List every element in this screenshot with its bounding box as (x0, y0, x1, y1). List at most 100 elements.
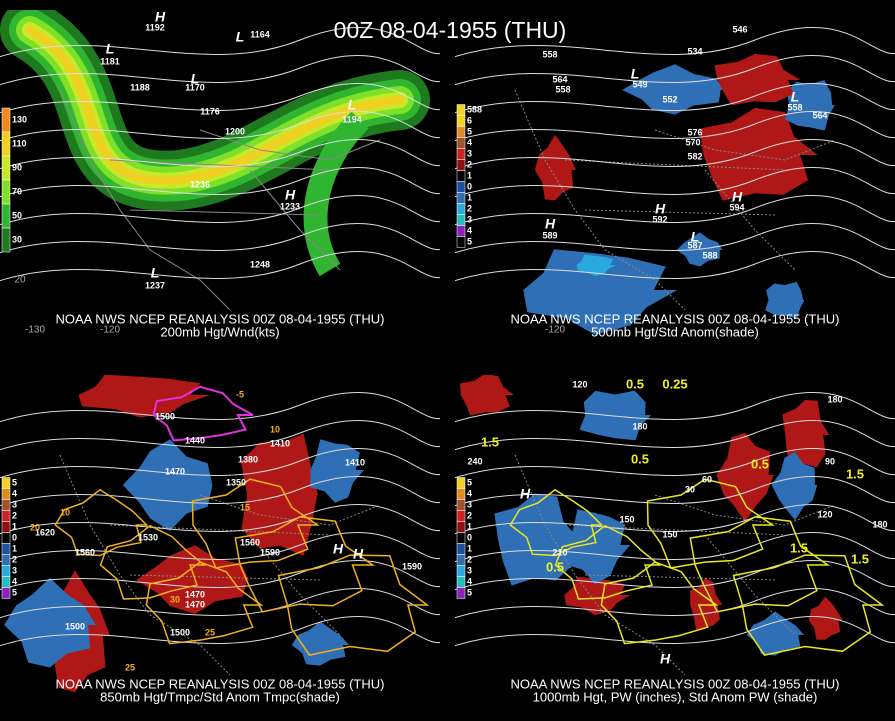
scale-label: 5 (467, 587, 472, 597)
height-contour (455, 195, 895, 226)
scale-box (1, 227, 11, 253)
contour-label: 15 (240, 502, 250, 512)
pressure-center: H (285, 187, 296, 203)
height-contour (455, 616, 895, 647)
pressure-center: H (655, 201, 666, 217)
scale-box (1, 107, 11, 133)
contour-label: 10 (270, 424, 280, 434)
anomaly-shade (690, 577, 723, 631)
pw-contour (554, 524, 662, 600)
scale-box (456, 488, 466, 500)
contour-label: 1.5 (846, 466, 864, 481)
pressure-center: L (348, 97, 357, 113)
scale-box (456, 587, 466, 599)
pressure-center: H (545, 216, 556, 232)
scale-label: 5 (12, 477, 17, 487)
scale-label: 30 (12, 234, 22, 244)
anomaly-shade (291, 621, 349, 666)
anomaly-shade (808, 596, 843, 640)
contour-label: 30 (170, 594, 180, 604)
scale-box (1, 488, 11, 500)
temperature-contour (234, 516, 376, 613)
longitude-label: -130 (25, 325, 45, 336)
contour-label: 1192 (145, 22, 165, 32)
height-contour (0, 139, 440, 170)
contour-label: 0.5 (631, 451, 649, 466)
anomaly-shade (699, 107, 818, 201)
height-contour (0, 55, 440, 86)
pressure-center: H (333, 541, 344, 557)
contour-label: 25 (125, 662, 135, 672)
scale-label: 130 (12, 114, 27, 124)
scale-label: 4 (467, 137, 472, 147)
scale-box (1, 477, 11, 489)
contour-label: 1620 (35, 527, 55, 537)
contour-label: 1350 (226, 477, 246, 487)
height-contour (0, 27, 440, 58)
pw-contour (732, 554, 885, 656)
contour-label: 587 (687, 240, 702, 250)
scale-label: 2 (467, 554, 472, 564)
pressure-center: L (151, 265, 160, 281)
temperature-contour (54, 488, 149, 557)
contour-label: 1440 (185, 435, 205, 445)
contour-label: 1470 (185, 599, 205, 609)
scale-label: 2 (467, 159, 472, 169)
scale-label: 6 (467, 115, 472, 125)
scale-label: 3 (467, 214, 472, 224)
anomaly-shade (771, 452, 818, 521)
height-contour (0, 223, 440, 254)
scale-box (456, 543, 466, 555)
scale-label: 4 (467, 488, 472, 498)
contour-label: 592 (652, 214, 667, 224)
pw-contour (509, 488, 604, 557)
scale-label: 5 (467, 477, 472, 487)
contour-label: 1590 (260, 547, 280, 557)
height-contour (455, 27, 895, 58)
contour-label: 20 (30, 522, 40, 532)
contour-label: 1.5 (790, 540, 808, 555)
pw-contour (646, 478, 775, 569)
anomaly-shade (122, 439, 213, 531)
contour-label: 549 (632, 79, 647, 89)
scale-label: 4 (12, 488, 17, 498)
contour-label: 582 (687, 151, 702, 161)
contour-label: 180 (632, 421, 647, 431)
scale-label: 3 (12, 565, 17, 575)
contour-label: 1.5 (851, 551, 869, 566)
anomaly-shade (4, 577, 96, 668)
scale-label: 3 (12, 499, 17, 509)
contour-label: 1470 (165, 466, 185, 476)
panel-caption: NOAA NWS NCEP REANALYSIS 00Z 08-04-1955 … (56, 311, 385, 326)
height-contour (455, 588, 895, 619)
longitude-label: 20 (14, 275, 26, 286)
height-contour (0, 560, 440, 591)
contour-label: 150 (662, 529, 677, 539)
contour-label: 1410 (270, 438, 290, 448)
anomaly-shade (460, 375, 514, 416)
coastline (59, 89, 381, 311)
panel-caption: 500mb Hgt/Std Anom(shade) (591, 324, 759, 339)
scale-label: 2 (12, 510, 17, 520)
scale-label: 1 (467, 521, 472, 531)
contour-label: 546 (732, 24, 747, 34)
panel-clip (455, 375, 895, 705)
contour-label: 60 (702, 474, 712, 484)
height-contour (455, 560, 895, 591)
scale-label: 1 (12, 543, 17, 553)
height-contour (0, 448, 440, 479)
scale-box (456, 225, 466, 237)
scale-label: 0 (467, 532, 472, 542)
contour-label: 564 (552, 74, 567, 84)
contour-label: 570 (685, 137, 700, 147)
contour-label: 1233 (280, 201, 300, 211)
pressure-center: H (732, 189, 743, 205)
pressure-center: H (660, 651, 671, 667)
pressure-center: H (353, 546, 364, 562)
contour-label: 0.5 (626, 376, 644, 391)
contour-label: 25 (205, 627, 215, 637)
contour-label: 120 (817, 509, 832, 519)
scale-box (1, 179, 11, 205)
temperature-contour (152, 385, 254, 442)
